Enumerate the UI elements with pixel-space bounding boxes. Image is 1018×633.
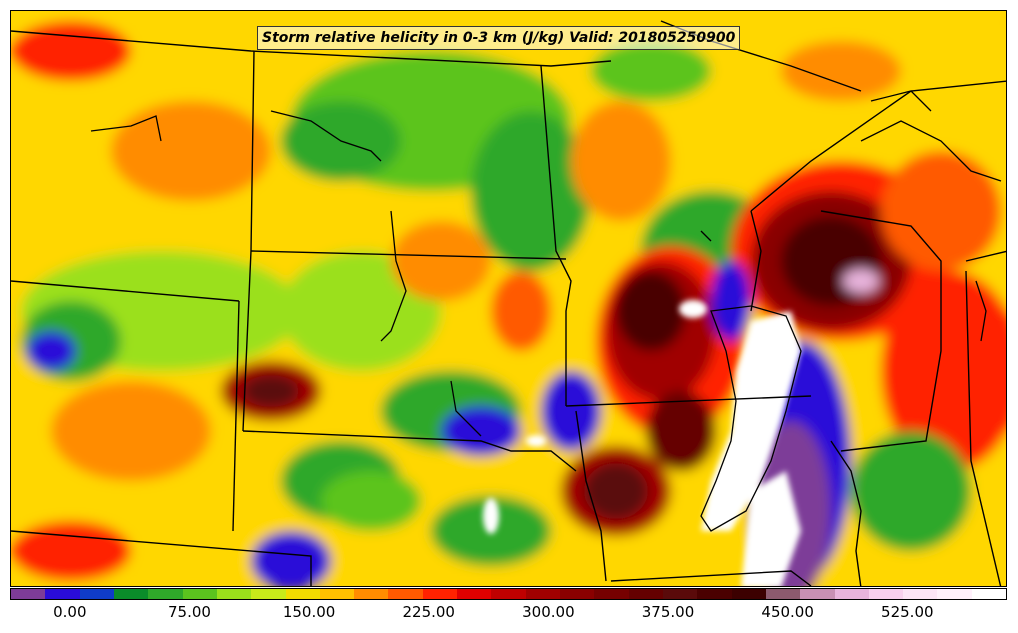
colorbar-swatch xyxy=(251,589,286,599)
colorbar-swatch xyxy=(113,589,149,599)
colorbar-swatch xyxy=(491,589,526,599)
colorbar-swatch xyxy=(697,589,732,599)
colorbar-swatch xyxy=(319,589,355,599)
colorbar-swatch xyxy=(79,589,114,599)
colorbar-swatch xyxy=(45,589,80,599)
colorbar-swatch xyxy=(182,589,217,599)
colorbar-swatch xyxy=(525,589,560,599)
colorbar-swatch xyxy=(457,589,492,599)
colorbar-tick-label: 0.00 xyxy=(53,603,87,621)
colorbar-swatch xyxy=(422,589,458,599)
colorbar-swatch xyxy=(388,589,423,599)
colorbar-tick-label: 375.00 xyxy=(641,603,695,621)
colorbar-tick-label: 525.00 xyxy=(881,603,934,621)
colorbar-swatch xyxy=(148,589,183,599)
colorbar-swatch xyxy=(662,589,698,599)
colorbar-swatch xyxy=(834,589,869,599)
colorbar-swatch xyxy=(765,589,801,599)
colorbar-swatch xyxy=(971,589,1007,599)
lake-outlines xyxy=(90,90,1002,532)
colorbar-tick-label: 300.00 xyxy=(522,603,575,621)
colorbar-swatch xyxy=(731,589,766,599)
colorbar-swatch xyxy=(628,589,663,599)
colorbar xyxy=(10,588,1007,600)
colorbar-swatch xyxy=(903,589,938,599)
helicity-map xyxy=(11,11,1006,586)
colorbar-tick-label: 225.00 xyxy=(402,603,455,621)
helicity-field xyxy=(11,11,1006,586)
colorbar-swatch xyxy=(216,589,252,599)
colorbar-swatch xyxy=(800,589,835,599)
colorbar-swatch xyxy=(11,589,46,599)
colorbar-tick-label: 150.00 xyxy=(282,603,336,621)
colorbar-tick-labels: 0.00 75.00 150.00 225.00 300.00 375.00 450.00 5… xyxy=(10,601,1007,623)
colorbar-swatch xyxy=(868,589,904,599)
colorbar-swatch xyxy=(560,589,595,599)
map-panel: Storm relative helicity in 0-3 km (J/kg)… xyxy=(10,10,1007,587)
colorbar-swatch xyxy=(937,589,972,599)
map-title: Storm relative helicity in 0-3 km (J/kg)… xyxy=(257,26,741,50)
colorbar-swatch xyxy=(594,589,629,599)
colorbar-tick-label: 450.00 xyxy=(761,603,814,621)
colorbar-swatch xyxy=(354,589,389,599)
high-helicity-patches xyxy=(483,300,801,586)
state-borders xyxy=(11,20,1006,586)
colorbar-swatch xyxy=(285,589,320,599)
colorbar-tick-label: 75.00 xyxy=(167,603,211,621)
